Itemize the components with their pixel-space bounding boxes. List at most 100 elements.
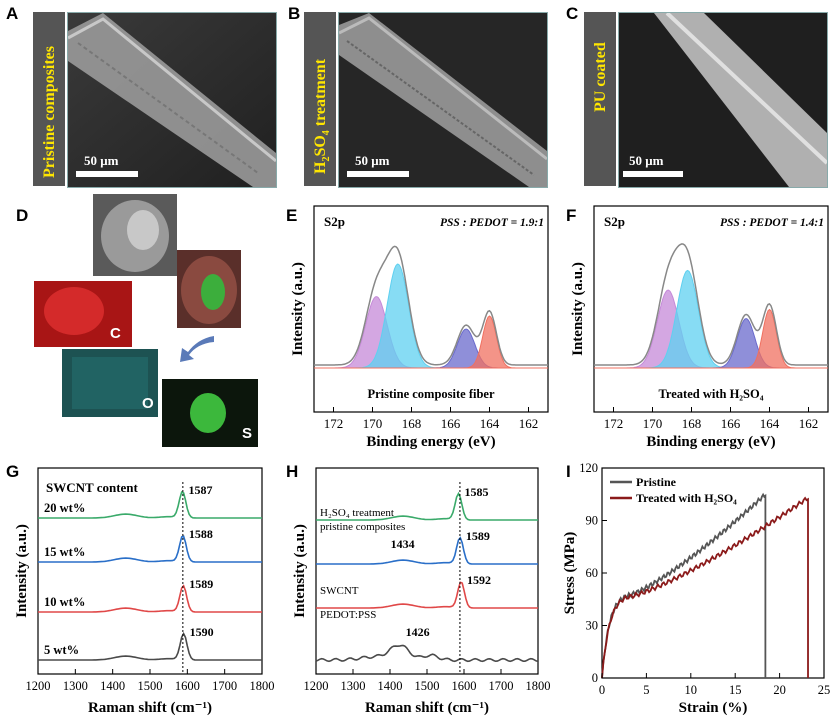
eds-map-oxygen: O	[62, 349, 158, 417]
fiber-image-a	[68, 13, 276, 187]
chart-f-tick-label: 172	[604, 416, 624, 431]
chart-f-tick-label: 164	[760, 416, 780, 431]
sem-image-c: 50 μm	[618, 12, 828, 188]
panel-label-h: H	[286, 462, 299, 481]
chart-e-peak-1	[314, 263, 548, 369]
chart-h-ylabel: Intensity (a.u.)	[292, 524, 308, 618]
scale-bar-b	[347, 171, 409, 177]
sidebar-b-text: H2SO4 treatment	[312, 59, 332, 174]
scale-label-b: 50 μm	[355, 153, 390, 168]
eds-label-c: C	[110, 325, 121, 342]
chart-g-series-name-3: 20 wt%	[44, 501, 85, 515]
chart-g-line-3	[38, 490, 262, 519]
chart-i-ytick-label: 90	[586, 514, 599, 528]
panel-label-a: A	[6, 4, 19, 23]
panel-label-g: G	[6, 462, 20, 481]
panel-label-e: E	[286, 206, 298, 225]
chart-g-xlabel: Raman shift (cm⁻¹)	[88, 700, 212, 716]
chart-g-line-0	[38, 631, 262, 661]
chart-f-peak-1	[594, 269, 828, 369]
chart-i-xtick-label: 0	[599, 683, 605, 697]
chart-h-tick-label: 1700	[489, 679, 514, 693]
chart-f-xlabel: Binding energy (eV)	[646, 434, 775, 450]
chart-h-peak-label-0: 1426	[406, 625, 430, 639]
fiber-image-c	[619, 13, 827, 187]
chart-h-peak-label-1: 1592	[467, 573, 491, 587]
chart-i-ytick-label: 120	[579, 461, 598, 475]
chart-i-xtick-label: 10	[685, 683, 698, 697]
chart-e-frame	[313, 205, 549, 413]
chart-h-line-2	[316, 536, 538, 565]
chart-i-line-1	[601, 496, 809, 679]
chart-i-legend: Pristine Treated with H₂SO₄	[610, 475, 737, 505]
chart-g-tick-label: 1500	[138, 679, 163, 693]
fiber-image-b	[339, 13, 547, 187]
panel-label-f: F	[566, 206, 577, 225]
chart-f-tick-label: 162	[799, 416, 819, 431]
scale-bar-a	[76, 171, 138, 177]
eds-map-sulfur: S	[162, 379, 258, 447]
chart-h-xticks: 1200 1300 1400 1500 1600 1700 1800	[304, 669, 551, 693]
chart-i-xtick-label: 5	[643, 683, 649, 697]
chart-i-ytick-label: 30	[586, 619, 599, 633]
sidebar-b-rest: treatment	[312, 58, 329, 131]
sem-image-b: 50 μm	[338, 12, 548, 188]
chart-e-tick-label: 170	[363, 416, 383, 431]
chart-h-line-0	[315, 644, 539, 663]
eds-label-o: O	[142, 395, 154, 412]
chart-g-ylabel: Intensity (a.u.)	[14, 524, 30, 618]
chart-i-ylabel: Stress (MPa)	[562, 532, 578, 615]
chart-g-line-2	[38, 535, 262, 563]
chart-e-tick-label: 164	[480, 416, 500, 431]
chart-h-line-1	[316, 581, 538, 609]
chart-e-ylabel: Intensity (a.u.)	[290, 262, 306, 356]
chart-e-tick-label: 168	[402, 416, 422, 431]
chart-g-xticks: 1200 1300 1400 1500 1600 1700 1800	[26, 669, 275, 693]
chart-g-peak-label-0: 1590	[190, 625, 214, 639]
chart-h-series: 1426 PEDOT:PSS 1592 SWCNT 1589 pristine compo…	[315, 482, 539, 672]
chart-e-title: S2p	[324, 214, 345, 229]
arrow-icon	[176, 334, 216, 364]
chart-g: SWCNT content 1590 5 wt% 1589 10 wt% 1588 15 …	[14, 467, 275, 716]
chart-h-tick-label: 1200	[304, 679, 329, 693]
chart-i-ytick-label: 0	[592, 671, 598, 685]
chart-h: 1426 PEDOT:PSS 1592 SWCNT 1589 pristine compo…	[292, 467, 551, 716]
chart-e-tick-label: 162	[519, 416, 539, 431]
chart-e-annotation: Pristine composite fiber	[367, 387, 495, 401]
sidebar-b-h: H	[312, 161, 329, 174]
chart-f-tick-label: 168	[682, 416, 702, 431]
chart-g-tick-label: 1600	[175, 679, 200, 693]
sidebar-a: Pristine composites	[33, 12, 65, 186]
scale-label-c: 50 μm	[629, 153, 664, 168]
chart-f-ylabel: Intensity (a.u.)	[570, 262, 586, 356]
chart-h-side-label-2: 1434	[391, 537, 415, 551]
chart-i-xtick-label: 20	[773, 683, 786, 697]
chart-e-envelope	[314, 245, 548, 366]
eds-label-s: S	[242, 425, 253, 442]
chart-g-legend-title: SWCNT content	[46, 480, 139, 495]
chart-i-legend-label-0: Pristine	[636, 475, 677, 489]
eds-overlay	[177, 250, 241, 328]
chart-f-annotation: Treated with H₂SO₄	[659, 387, 764, 401]
sem-crosssection	[93, 194, 177, 276]
chart-e-xticks: 172 170 168 166 164 162	[324, 407, 539, 431]
chart-h-tick-label: 1300	[341, 679, 366, 693]
scale-bar-c	[623, 171, 683, 177]
chart-g-series-name-0: 5 wt%	[44, 643, 79, 657]
sidebar-b: H2SO4 treatment	[304, 12, 336, 186]
panel-label-b: B	[288, 4, 301, 23]
chart-e-xlabel: Binding energy (eV)	[366, 434, 495, 450]
chart-g-tick-label: 1800	[250, 679, 275, 693]
chart-h-xlabel: Raman shift (cm⁻¹)	[365, 700, 489, 716]
chart-f: S2p PSS : PEDOT = 1.4:1 Treated with H₂S…	[570, 205, 829, 450]
chart-h-tick-label: 1800	[526, 679, 551, 693]
chart-e-peaks	[314, 263, 548, 369]
chart-e-ratio: PSS : PEDOT = 1.9:1	[440, 217, 544, 229]
chart-e-peak-3	[314, 315, 548, 369]
chart-h-tick-label: 1600	[452, 679, 477, 693]
chart-e-tick-label: 166	[441, 416, 461, 431]
chart-h-tick-label: 1400	[378, 679, 403, 693]
chart-i-legend-label-1: Treated with H₂SO₄	[636, 491, 737, 505]
chart-g-tick-label: 1200	[26, 679, 51, 693]
panel-label-d: D	[16, 206, 29, 225]
